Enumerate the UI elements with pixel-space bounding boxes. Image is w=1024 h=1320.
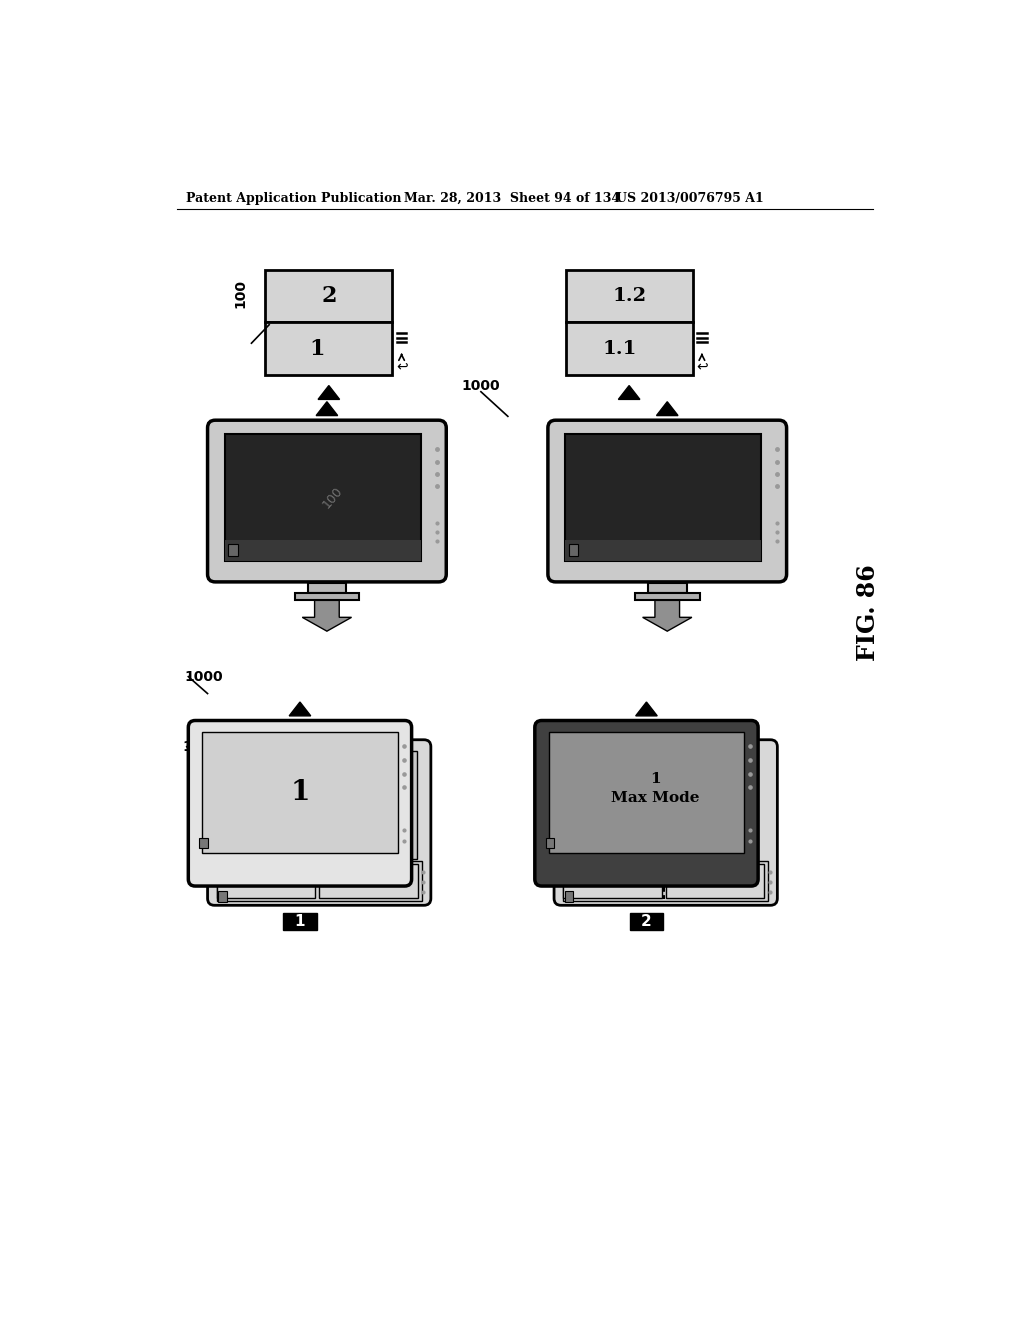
Text: 2: 2 [260, 871, 272, 890]
Bar [565, 540, 761, 561]
Bar [217, 863, 315, 898]
Bar [221, 751, 417, 859]
Bar [546, 837, 554, 849]
Polygon shape [643, 601, 692, 631]
Text: ↩: ↩ [696, 359, 708, 374]
Text: Mar. 28, 2013  Sheet 94 of 134: Mar. 28, 2013 Sheet 94 of 134 [403, 191, 621, 205]
Polygon shape [618, 385, 640, 400]
Polygon shape [318, 385, 340, 400]
Bar [199, 837, 208, 849]
Bar [565, 322, 692, 375]
Text: 1.1: 1.1 [599, 874, 626, 887]
Polygon shape [316, 401, 338, 416]
Polygon shape [636, 702, 657, 715]
Bar [295, 594, 359, 599]
FancyBboxPatch shape [554, 739, 777, 906]
Text: 1.2: 1.2 [612, 288, 646, 305]
Bar [307, 582, 346, 594]
Bar [224, 434, 421, 561]
Text: 2: 2 [641, 913, 652, 929]
Bar [217, 861, 422, 900]
Text: 1: 1 [295, 913, 305, 929]
Bar [265, 271, 392, 322]
Text: ↩: ↩ [396, 359, 408, 374]
Bar [563, 863, 662, 898]
Text: 1: 1 [290, 779, 309, 807]
FancyBboxPatch shape [535, 721, 758, 886]
Polygon shape [656, 401, 678, 416]
Bar [228, 544, 238, 557]
Bar [224, 540, 421, 561]
Text: 100: 100 [233, 279, 248, 308]
Bar [565, 434, 761, 561]
Bar [549, 733, 744, 853]
Text: 1: 1 [362, 871, 375, 890]
Bar [648, 582, 686, 594]
Bar [630, 913, 664, 929]
Polygon shape [289, 702, 310, 715]
Bar [563, 861, 768, 900]
FancyBboxPatch shape [208, 739, 431, 906]
FancyBboxPatch shape [208, 420, 446, 582]
Bar [283, 913, 316, 929]
FancyBboxPatch shape [188, 721, 412, 886]
Text: 100: 100 [319, 484, 345, 511]
Bar [565, 891, 573, 903]
Bar [265, 322, 392, 375]
Text: 1000: 1000 [184, 671, 223, 685]
FancyBboxPatch shape [548, 420, 786, 582]
Text: 1000: 1000 [462, 379, 501, 392]
Text: 2: 2 [322, 285, 337, 308]
Text: 1000: 1000 [183, 739, 221, 754]
Text: US 2013/0076795 A1: US 2013/0076795 A1 [615, 191, 764, 205]
Polygon shape [302, 601, 351, 631]
Text: 1.1: 1.1 [701, 874, 728, 887]
Bar [635, 594, 699, 599]
Bar [568, 544, 578, 557]
Bar [202, 733, 397, 853]
Text: Patent Application Publication: Patent Application Publication [186, 191, 401, 205]
Bar [218, 891, 226, 903]
Text: FIG. 86: FIG. 86 [856, 565, 881, 661]
Text: 1
Max Mode: 1 Max Mode [611, 772, 700, 805]
Text: 1: 1 [309, 338, 325, 359]
Bar [666, 863, 764, 898]
Bar [319, 863, 418, 898]
Text: 1.1: 1.1 [603, 339, 637, 358]
Bar [565, 271, 692, 322]
